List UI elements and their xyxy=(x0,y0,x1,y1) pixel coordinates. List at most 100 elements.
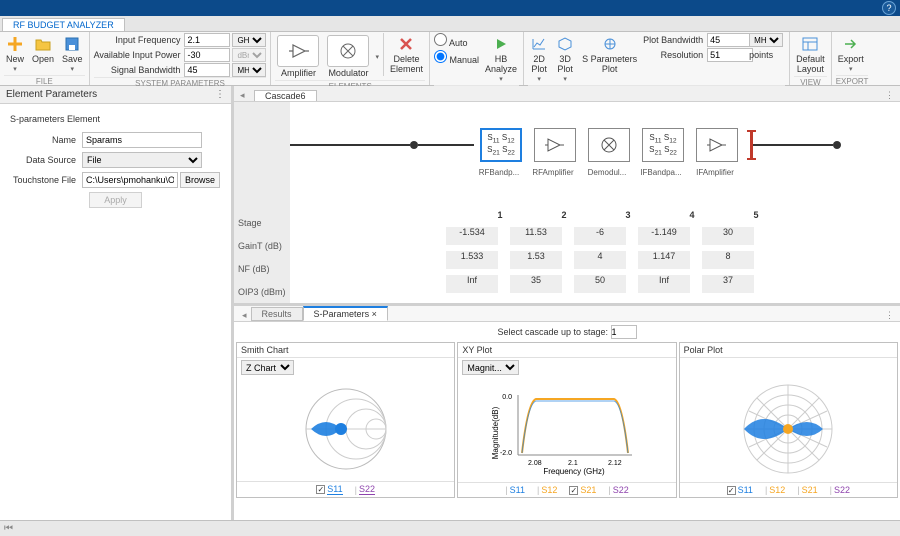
resolution-field[interactable] xyxy=(707,48,753,62)
xy-chart: Magnitude(dB) 0.0 -2.0 2.08 2.1 2.12 Fre… xyxy=(492,385,642,475)
export-icon xyxy=(842,35,860,53)
app-tab[interactable]: RF BUDGET ANALYZER xyxy=(2,18,125,31)
plots-row: Smith Chart Z Chart ✓S11 |S22 xyxy=(234,342,900,498)
manual-radio[interactable]: Manual xyxy=(434,50,479,65)
end-marker xyxy=(750,130,753,160)
app-tab-row: RF BUDGET ANALYZER xyxy=(0,16,900,32)
ribbon-group-file: New▾ Open Save▾ FILE xyxy=(0,32,90,85)
plus-icon xyxy=(6,35,24,53)
legend-s22[interactable]: |S22 xyxy=(355,484,375,495)
default-layout-button[interactable]: Default Layout xyxy=(794,33,827,76)
export-button[interactable]: Export▾ xyxy=(836,33,866,75)
smith-chart-select[interactable]: Z Chart xyxy=(241,360,294,375)
signal-bandwidth-unit[interactable]: MHz xyxy=(232,63,266,77)
svg-text:Frequency (GHz): Frequency (GHz) xyxy=(543,467,605,476)
layout-icon xyxy=(801,35,819,53)
polar-plot-panel: Polar Plot xyxy=(679,342,898,498)
canvas-menu-icon[interactable]: ⋮ xyxy=(885,90,900,101)
amplifier-button[interactable]: Amplifier xyxy=(275,33,321,80)
close-icon[interactable]: × xyxy=(372,309,377,319)
hb-analyze-button[interactable]: HB Analyze▾ xyxy=(483,33,519,85)
chart-2d-icon xyxy=(530,35,548,53)
plot-bandwidth-unit[interactable]: MHz xyxy=(749,33,783,47)
auto-radio[interactable]: Auto xyxy=(434,33,479,48)
folder-open-icon xyxy=(34,35,52,53)
canvas-tabs: ◂ Cascade6 ⋮ xyxy=(234,86,900,102)
input-frequency-field[interactable] xyxy=(184,33,230,47)
ribbon-group-sysparams: Input Frequency GHz Available Input Powe… xyxy=(90,32,272,85)
ribbon-group-harmonic: Auto Manual HB Analyze▾ HARMONIC BALANCE xyxy=(430,32,524,85)
sparam-icon xyxy=(601,35,619,53)
polar-legend: ✓S11 |S12 |S21 |S22 xyxy=(680,482,897,497)
modulator-icon xyxy=(335,41,361,61)
cascade-stage-selector: Select cascade up to stage: xyxy=(234,322,900,342)
block-modulator[interactable] xyxy=(588,128,630,162)
smith-chart xyxy=(286,381,406,477)
section-label: S-parameters Element xyxy=(10,114,223,124)
new-button[interactable]: New▾ xyxy=(4,33,26,75)
ribbon-group-export: Export▾ EXPORT xyxy=(832,32,873,85)
apply-button[interactable]: Apply xyxy=(89,192,142,208)
name-field[interactable] xyxy=(82,132,202,148)
block-amplifier-2[interactable] xyxy=(696,128,738,162)
block-sparam-2[interactable]: S11 S12S21 S22 xyxy=(642,128,684,162)
play-icon xyxy=(492,35,510,53)
delete-element-button[interactable]: Delete Element xyxy=(383,33,425,76)
delete-icon xyxy=(397,35,415,53)
plot-2d-button[interactable]: 2D Plot▾ xyxy=(528,33,550,85)
available-power-field[interactable] xyxy=(184,48,230,62)
main-area: Element Parameters ⋮ S-parameters Elemen… xyxy=(0,86,900,520)
xy-plot-select[interactable]: Magnit... xyxy=(462,360,519,375)
data-source-select[interactable]: File xyxy=(82,152,202,168)
cascade-tab[interactable]: Cascade6 xyxy=(254,90,317,101)
bottom-menu-icon[interactable]: ⋮ xyxy=(885,310,900,321)
svg-text:Magnitude(dB): Magnitude(dB) xyxy=(491,406,500,459)
svg-text:2.08: 2.08 xyxy=(528,460,542,467)
cascade-stage-input[interactable] xyxy=(611,325,637,339)
input-frequency-unit[interactable]: GHz xyxy=(232,33,266,47)
save-button[interactable]: Save▾ xyxy=(60,33,85,75)
canvas-area: ◂ Cascade6 ⋮ Stage GainT (dB) NF (dB) OI… xyxy=(234,86,900,520)
polar-chart xyxy=(723,379,853,479)
xy-legend: |S11 |S12 ✓S21 |S22 xyxy=(458,482,675,497)
cascade-body[interactable]: S11 S12S21 S22 S11 S12S21 S22 RFBandp...… xyxy=(290,102,900,303)
signal-bandwidth-field[interactable] xyxy=(184,63,230,77)
block-sparam[interactable]: S11 S12S21 S22 xyxy=(480,128,522,162)
panel-header: Element Parameters ⋮ xyxy=(0,86,231,104)
results-tab[interactable]: Results xyxy=(251,307,303,321)
cascade-area: Stage GainT (dB) NF (dB) OIP3 (dBm) S11 … xyxy=(234,102,900,306)
svg-text:-2.0: -2.0 xyxy=(500,450,512,457)
open-button[interactable]: Open xyxy=(30,33,56,66)
save-icon xyxy=(63,35,81,53)
stage-table: 1 2 3 4 5 -1.53411.53-6-1.14930 1.5331.5… xyxy=(290,206,900,296)
available-power-unit[interactable]: dBm xyxy=(232,48,266,62)
ribbon-group-view: Default Layout VIEW xyxy=(790,32,832,85)
smith-legend: ✓S11 |S22 xyxy=(237,481,454,497)
bottom-tabs: ◂ Results S-Parameters × ⋮ xyxy=(234,306,900,322)
sparameters-tab[interactable]: S-Parameters × xyxy=(303,306,388,321)
amplifier-icon xyxy=(285,41,311,61)
smith-chart-panel: Smith Chart Z Chart ✓S11 |S22 xyxy=(236,342,455,498)
plot-3d-button[interactable]: 3D Plot▾ xyxy=(554,33,576,85)
plot-bandwidth-field[interactable] xyxy=(707,33,753,47)
ribbon-group-elements: Amplifier Modulator ▾ Delete Element ELE… xyxy=(271,32,430,85)
browse-button[interactable]: Browse xyxy=(180,172,220,188)
ribbon: New▾ Open Save▾ FILE Input Frequency GHz… xyxy=(0,32,900,86)
touchstone-file-field[interactable] xyxy=(82,172,178,188)
help-icon[interactable]: ? xyxy=(882,1,896,15)
svg-text:0.0: 0.0 xyxy=(502,394,512,401)
status-bar: ⏮ xyxy=(0,520,900,536)
title-bar: ? xyxy=(0,0,900,16)
stage-labels: Stage GainT (dB) NF (dB) OIP3 (dBm) xyxy=(234,102,290,303)
panel-menu-icon[interactable]: ⋮ xyxy=(215,89,225,100)
chart-3d-icon xyxy=(556,35,574,53)
xy-plot-panel: XY Plot Magnit... Magnitude(dB) 0.0 -2.0… xyxy=(457,342,676,498)
block-amplifier[interactable] xyxy=(534,128,576,162)
modulator-button[interactable]: Modulator xyxy=(325,33,371,80)
sparam-plot-button[interactable]: S Parameters Plot xyxy=(580,33,639,76)
ribbon-group-plots: 2D Plot▾ 3D Plot▾ S Parameters Plot Plot… xyxy=(524,32,790,85)
svg-text:2.12: 2.12 xyxy=(608,460,622,467)
legend-s11[interactable]: ✓S11 xyxy=(316,484,342,495)
collapse-icon[interactable]: ⏮ xyxy=(4,523,13,534)
element-parameters-panel: Element Parameters ⋮ S-parameters Elemen… xyxy=(0,86,234,520)
